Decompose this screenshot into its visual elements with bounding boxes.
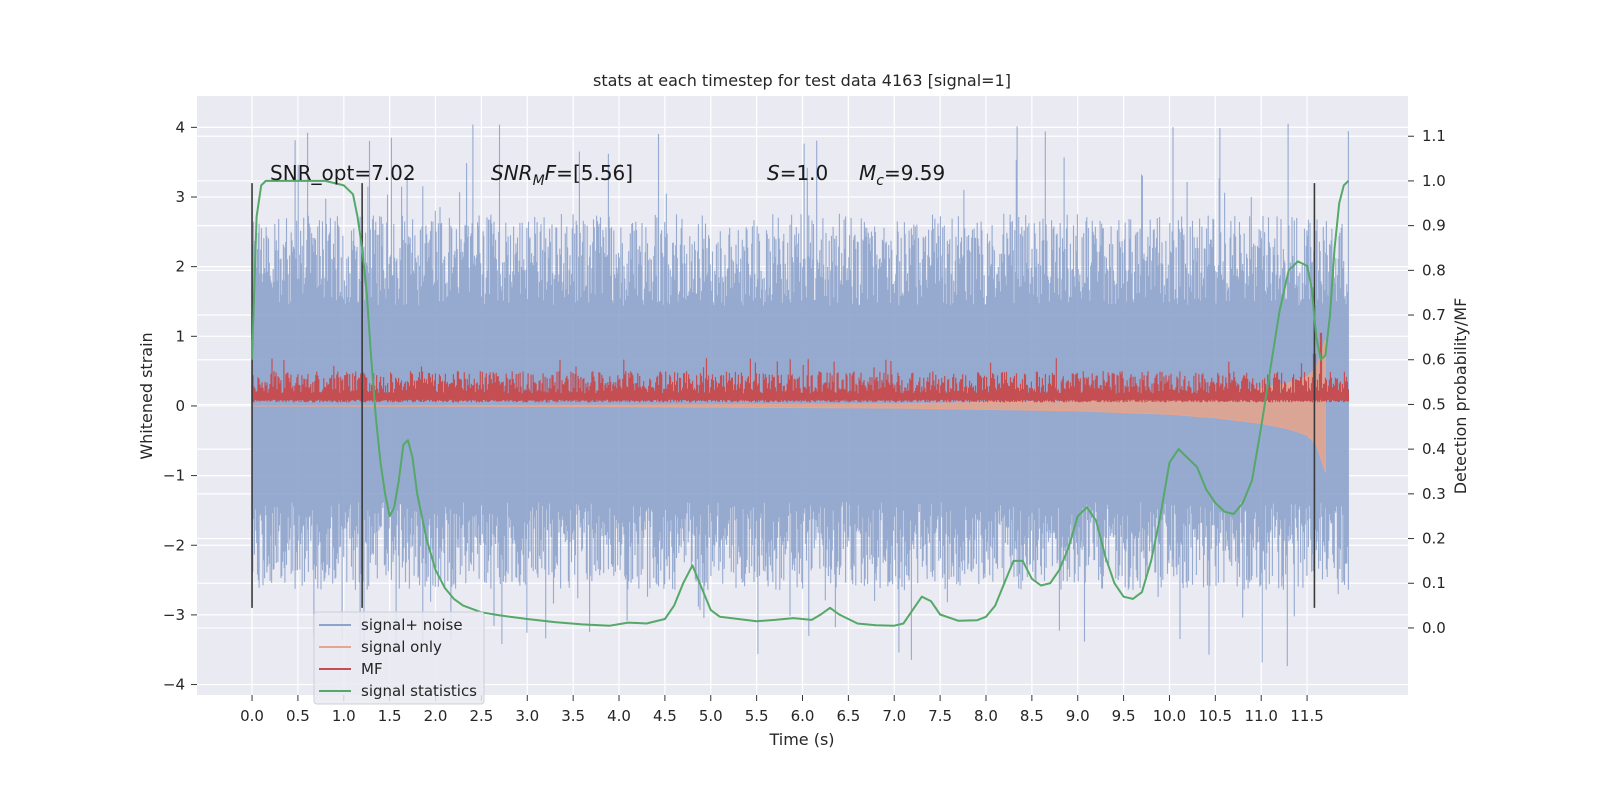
annotation-snr-opt: SNR_opt=7.02: [270, 161, 416, 185]
x-tick-label: 10.0: [1153, 707, 1186, 725]
x-tick-label: 11.0: [1245, 707, 1278, 725]
x-tick-label: 4.5: [653, 707, 677, 725]
x-tick-label: 0.5: [286, 707, 310, 725]
x-axis-label: Time (s): [768, 730, 834, 749]
x-tick-label: 1.5: [378, 707, 402, 725]
legend-box: [313, 611, 485, 705]
x-tick-label: 1.0: [332, 707, 356, 725]
legend-label-signal-statistics: signal statistics: [361, 682, 477, 700]
y2-tick-label: 0.7: [1422, 306, 1446, 324]
y2-tick-label: 1.0: [1422, 172, 1446, 190]
x-tick-label: 10.5: [1199, 707, 1232, 725]
y2-tick-label: 0.8: [1422, 261, 1446, 279]
legend-label-signal-noise: signal+ noise: [361, 616, 463, 634]
y2-tick-label: 0.6: [1422, 351, 1446, 369]
x-tick-label: 6.0: [791, 707, 815, 725]
x-tick-label: 4.0: [607, 707, 631, 725]
annotation-snr-mf: SNRMF=[5.56]: [491, 161, 633, 189]
x-tick-label: 6.5: [836, 707, 860, 725]
series-signal-statistics: [251, 179, 1350, 627]
x-tick-label: 11.5: [1290, 707, 1323, 725]
series-layer: [251, 123, 1350, 667]
x-tick-label: 3.0: [515, 707, 539, 725]
y2-axis-label: Detection probability/MF: [1451, 298, 1470, 495]
axes-layer: 0.0 0.5 1.0 1.5 2.0 2.5 3.0 3.5 4.0 4.5 5.0 5.5 6.0 6…: [163, 118, 1446, 725]
y-axis-label: Whitened strain: [137, 332, 156, 459]
y2-tick-label: 0.4: [1422, 440, 1446, 458]
chart-title: stats at each timestep for test data 416…: [593, 71, 1011, 90]
y-tick-label: −4: [163, 676, 185, 694]
y2-tick-label: 0.0: [1422, 619, 1446, 637]
x-tick-label: 9.5: [1112, 707, 1136, 725]
y-tick-label: 4: [175, 118, 185, 136]
y-tick-label: −3: [163, 606, 185, 624]
x-tick-label: 2.5: [469, 707, 493, 725]
y-tick-label: 3: [175, 188, 185, 206]
y-tick-label: −2: [163, 536, 185, 554]
legend: signal+ noise signal only MF signal stat…: [313, 611, 485, 705]
y2-tick-label: 0.2: [1422, 530, 1446, 548]
y2-tick-label: 0.9: [1422, 217, 1446, 235]
y2-tick-label: 1.1: [1422, 127, 1446, 145]
x-tick-label: 5.5: [745, 707, 769, 725]
annotation-s: S=1.0: [767, 161, 828, 185]
legend-label-mf: MF: [361, 660, 383, 678]
x-tick-label: 2.0: [424, 707, 448, 725]
x-tick-label: 8.5: [1020, 707, 1044, 725]
y2-tick-label: 0.3: [1422, 485, 1446, 503]
annotation-mc: Mc=9.59: [859, 161, 945, 189]
y2-tick-label: 0.1: [1422, 574, 1446, 592]
y2-tick-label: 0.5: [1422, 395, 1446, 413]
x-tick-label: 7.5: [928, 707, 952, 725]
x-tick-label: 0.0: [240, 707, 264, 725]
x-tick-label: 8.0: [974, 707, 998, 725]
y-tick-label: 2: [175, 258, 185, 276]
legend-label-signal-only: signal only: [361, 638, 442, 656]
x-tick-label: 5.0: [699, 707, 723, 725]
y-tick-label: 1: [175, 327, 185, 345]
x-tick-label: 9.0: [1066, 707, 1090, 725]
y-tick-label: −1: [163, 467, 185, 485]
x-tick-label: 3.5: [561, 707, 585, 725]
y-tick-label: 0: [175, 397, 185, 415]
x-tick-label: 7.0: [882, 707, 906, 725]
